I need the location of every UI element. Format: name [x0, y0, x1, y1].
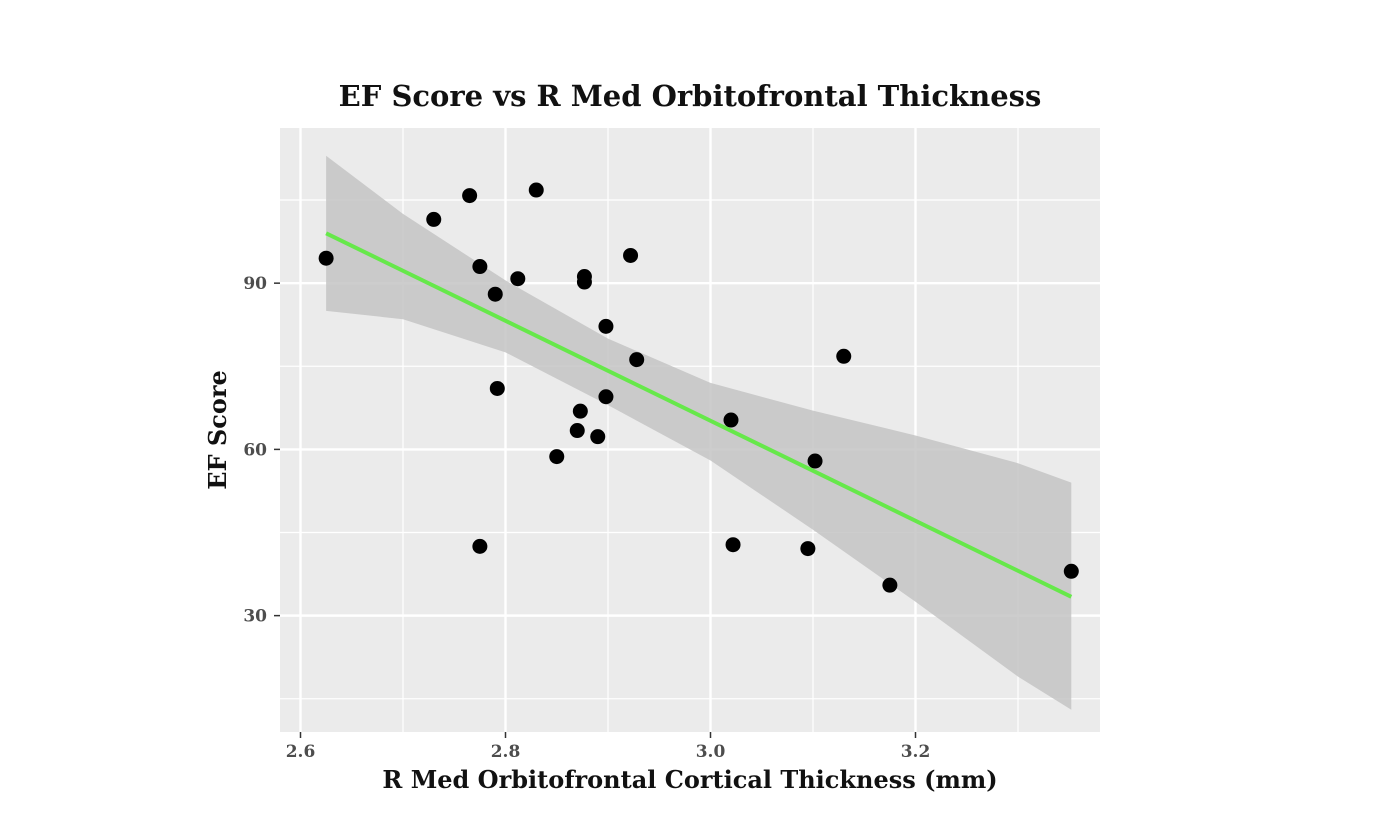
- regression-line: [325, 231, 1073, 599]
- data-point: [629, 352, 645, 368]
- data-point: [489, 380, 505, 396]
- y-tick-label: 60: [243, 440, 267, 460]
- data-point: [462, 188, 478, 204]
- data-point: [472, 538, 488, 554]
- data-point: [426, 211, 442, 227]
- data-point: [1063, 563, 1079, 579]
- confidence-band: [326, 155, 1072, 710]
- data-point: [576, 274, 592, 290]
- y-tick-label: 90: [243, 274, 267, 294]
- x-tick-label: 2.6: [286, 742, 316, 762]
- data-point: [800, 541, 816, 557]
- data-point: [623, 247, 639, 263]
- data-point: [472, 259, 488, 275]
- x-axis-ticks: 2.6 2.8 3.0 3.2: [286, 732, 931, 762]
- data-point: [725, 537, 741, 553]
- data-point: [569, 423, 585, 439]
- data-point: [882, 577, 898, 593]
- data-point: [598, 389, 614, 405]
- data-point: [487, 286, 503, 302]
- data-point: [807, 453, 823, 469]
- data-point: [572, 403, 588, 419]
- y-axis-title: EF Score: [203, 370, 232, 490]
- data-point: [590, 429, 606, 445]
- x-tick-label: 3.2: [901, 742, 931, 762]
- y-tick-label: 30: [243, 607, 267, 627]
- data-point: [836, 348, 852, 364]
- data-point: [549, 449, 565, 465]
- data-point: [723, 412, 739, 428]
- x-axis-title: R Med Orbitofrontal Cortical Thickness (…: [382, 765, 997, 794]
- data-point: [528, 182, 544, 198]
- x-tick-label: 2.8: [491, 742, 521, 762]
- y-axis-ticks: 30 60 90: [243, 274, 280, 627]
- data-points: [318, 182, 1079, 593]
- x-tick-label: 3.0: [696, 742, 726, 762]
- chart-title: EF Score vs R Med Orbitofrontal Thicknes…: [339, 79, 1042, 113]
- data-point: [318, 250, 334, 266]
- data-point: [598, 318, 614, 334]
- data-point: [510, 271, 526, 287]
